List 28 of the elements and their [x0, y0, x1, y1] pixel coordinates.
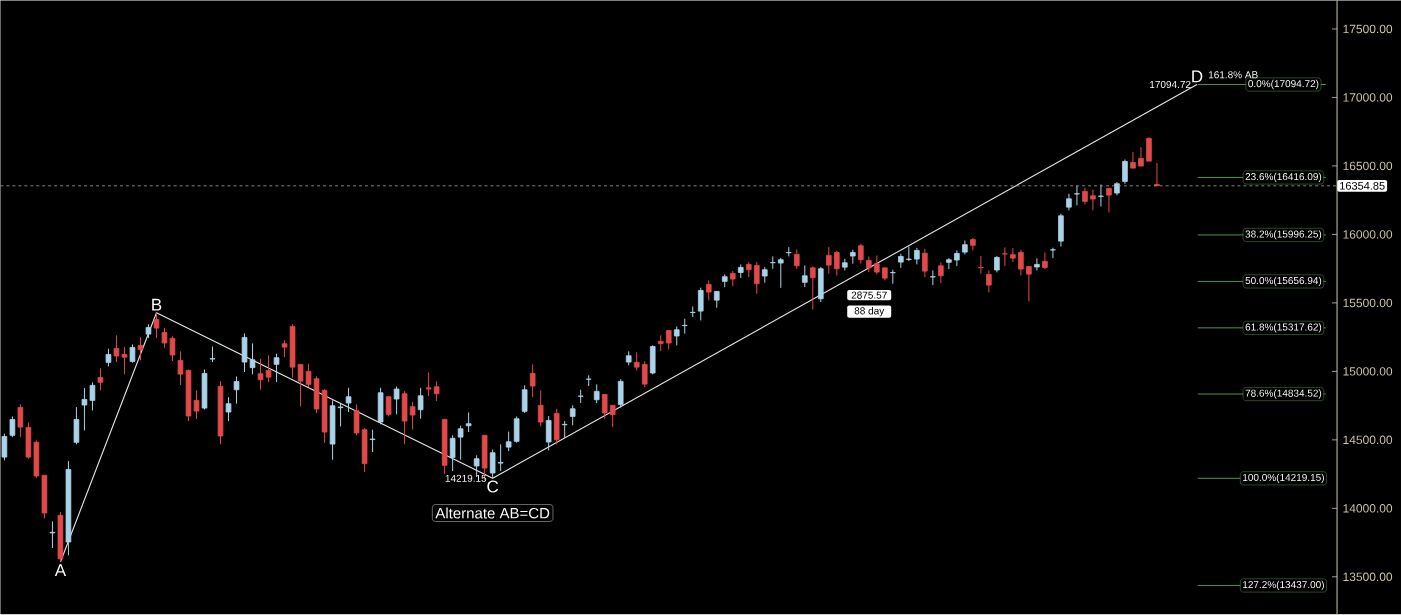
y-tick-label: 15500.00	[1343, 298, 1393, 308]
y-tick-label: 16000.00	[1343, 230, 1393, 239]
ref-line-label: 100.0%(14219.15)	[1243, 473, 1324, 484]
data-label: B	[152, 298, 162, 311]
y-tick-label: 14000.00	[1343, 504, 1393, 513]
y-tick-label: 17500.00	[1343, 24, 1393, 34]
y-tick-label: 15000.00	[1343, 367, 1393, 376]
ref-line-label: 61.8%(15317.62)	[1245, 323, 1322, 333]
ref-line-label: 127.2%(13437.00)	[1243, 580, 1324, 591]
annotation: 88 day	[854, 307, 885, 317]
ref-line-label: 38.2%(15996.25)	[1245, 230, 1322, 240]
ref-line-label: 0.0%(17094.72)	[1248, 79, 1319, 90]
annotation: 2875.57	[851, 291, 887, 299]
annotation: 17094.72	[1150, 81, 1191, 89]
y-tick-label: 13500.00	[1343, 572, 1393, 582]
y-tick-label: 16500.00	[1343, 161, 1393, 171]
data-label: D	[1192, 70, 1203, 83]
data-label: C	[487, 480, 499, 493]
y-tick-label: 17000.00	[1343, 93, 1393, 102]
y-tick-label: 14500.00	[1343, 435, 1393, 445]
annotation: 161.8% AB	[1208, 71, 1258, 79]
ref-line-label: 78.6%(14834.52)	[1245, 389, 1322, 399]
annotation: 14219.15	[445, 474, 487, 482]
ref-line-label: 50.0%(15656.94)	[1245, 276, 1322, 287]
ref-line-label: 16354.85	[1340, 181, 1385, 190]
annotation: Alternate AB=CD	[435, 507, 550, 519]
ref-line-label: 23.6%(16416.09)	[1245, 172, 1322, 183]
data-label: A	[54, 564, 67, 576]
